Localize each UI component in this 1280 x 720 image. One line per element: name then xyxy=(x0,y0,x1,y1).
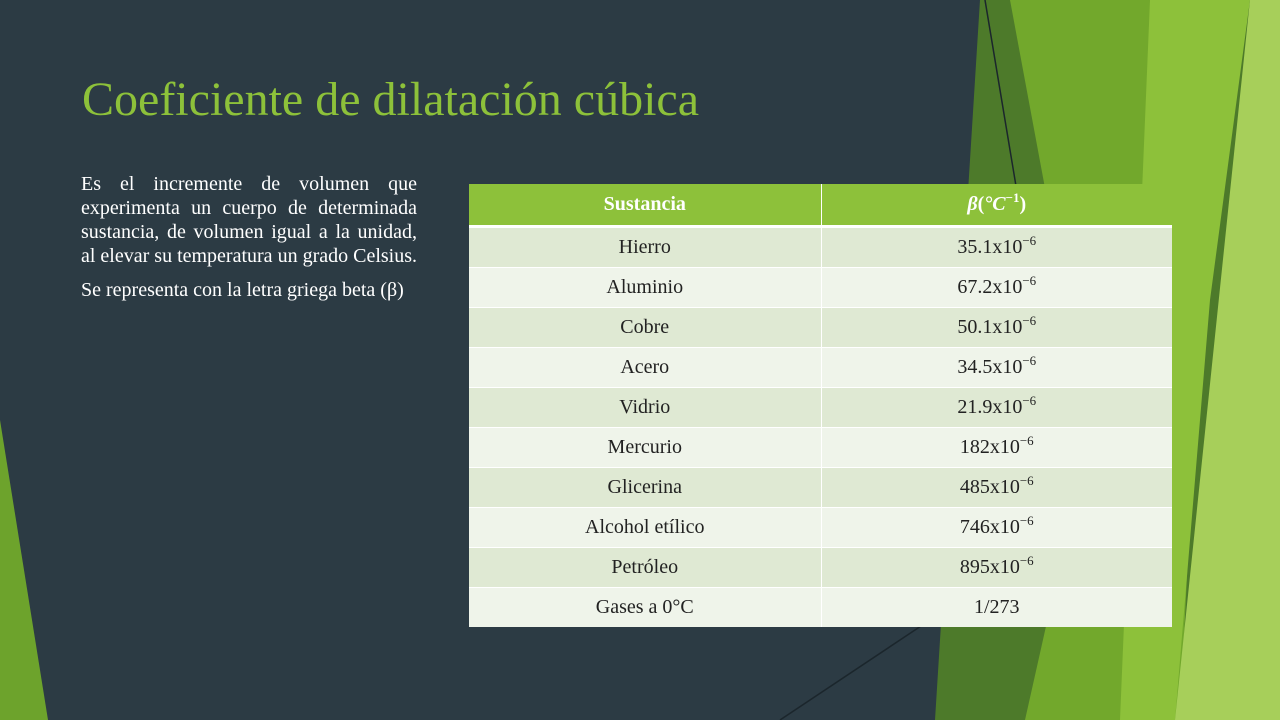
coefficient-exponent: −6 xyxy=(1022,353,1037,368)
description-paragraph: Se representa con la letra griega beta (… xyxy=(81,279,404,301)
coefficient-exponent: −6 xyxy=(1022,233,1037,248)
cell-substance: Mercurio xyxy=(469,427,821,468)
coefficient-base: 895x10 xyxy=(959,556,1020,578)
coefficient-exponent: −6 xyxy=(1022,273,1037,288)
table-row: Glicerina 485x10−6 xyxy=(469,467,1172,508)
cell-substance: Cobre xyxy=(469,307,821,348)
dilation-coefficient-table: Sustancia β(°C−1) Hierro 35.1x10−6 Alumi… xyxy=(469,184,1172,627)
description-paragraph: Es el incremente de volumen que experime… xyxy=(81,173,417,267)
description-text: Es el incremente de volumen que experime… xyxy=(81,172,417,312)
coefficient-base: 35.1x10 xyxy=(957,236,1023,258)
cell-coefficient: 67.2x10−6 xyxy=(820,267,1172,308)
cell-coefficient: 21.9x10−6 xyxy=(820,387,1172,428)
coefficient-base: 746x10 xyxy=(959,516,1020,538)
table-row: Petróleo 895x10−6 xyxy=(469,547,1172,588)
cell-substance: Glicerina xyxy=(469,467,821,508)
coefficient-exponent: −6 xyxy=(1019,473,1034,488)
cell-coefficient: 895x10−6 xyxy=(820,547,1172,588)
header-open-paren: ( xyxy=(977,193,985,215)
cell-substance: Gases a 0°C xyxy=(469,587,821,627)
cell-coefficient: 35.1x10−6 xyxy=(820,226,1172,268)
coefficient-exponent: −6 xyxy=(1019,513,1034,528)
cell-substance: Vidrio xyxy=(469,387,821,428)
coefficient-base: 485x10 xyxy=(959,476,1020,498)
table-row: Mercurio 182x10−6 xyxy=(469,427,1172,468)
coefficient-base: 21.9x10 xyxy=(957,396,1023,418)
cell-coefficient: 485x10−6 xyxy=(820,467,1172,508)
coefficient-base: 182x10 xyxy=(959,436,1020,458)
header-unit: °C xyxy=(984,193,1006,215)
left-green-shape xyxy=(0,420,48,720)
cell-coefficient: 182x10−6 xyxy=(820,427,1172,468)
table-row: Gases a 0°C 1/273 xyxy=(469,587,1172,627)
cell-substance: Acero xyxy=(469,347,821,388)
table-row: Aluminio 67.2x10−6 xyxy=(469,267,1172,308)
header-substance: Sustancia xyxy=(469,184,821,228)
cell-coefficient: 50.1x10−6 xyxy=(820,307,1172,348)
coefficient-exponent: −6 xyxy=(1022,313,1037,328)
coefficient-base: 1/273 xyxy=(973,596,1020,618)
header-close-paren: ) xyxy=(1019,193,1027,215)
cell-coefficient: 1/273 xyxy=(820,587,1172,627)
table-row: Acero 34.5x10−6 xyxy=(469,347,1172,388)
cell-coefficient: 746x10−6 xyxy=(820,507,1172,548)
coefficient-base: 34.5x10 xyxy=(957,356,1023,378)
header-unit-exponent: −1 xyxy=(1005,190,1020,205)
header-beta: β(°C−1) xyxy=(820,184,1172,228)
table-row: Hierro 35.1x10−6 xyxy=(469,226,1172,268)
cell-substance: Hierro xyxy=(469,226,821,268)
cell-coefficient: 34.5x10−6 xyxy=(820,347,1172,388)
slide-title: Coeficiente de dilatación cúbica xyxy=(82,73,700,126)
right-green-shape-pale xyxy=(1175,0,1280,720)
coefficient-base: 67.2x10 xyxy=(957,276,1023,298)
cell-substance: Alcohol etílico xyxy=(469,507,821,548)
cell-substance: Aluminio xyxy=(469,267,821,308)
table-header-row: Sustancia β(°C−1) xyxy=(469,184,1172,228)
table-row: Cobre 50.1x10−6 xyxy=(469,307,1172,348)
table-row: Vidrio 21.9x10−6 xyxy=(469,387,1172,428)
coefficient-exponent: −6 xyxy=(1019,433,1034,448)
table-row: Alcohol etílico 746x10−6 xyxy=(469,507,1172,548)
coefficient-exponent: −6 xyxy=(1019,553,1034,568)
coefficient-base: 50.1x10 xyxy=(957,316,1023,338)
beta-symbol: β xyxy=(967,193,978,215)
coefficient-exponent: −6 xyxy=(1022,393,1037,408)
cell-substance: Petróleo xyxy=(469,547,821,588)
